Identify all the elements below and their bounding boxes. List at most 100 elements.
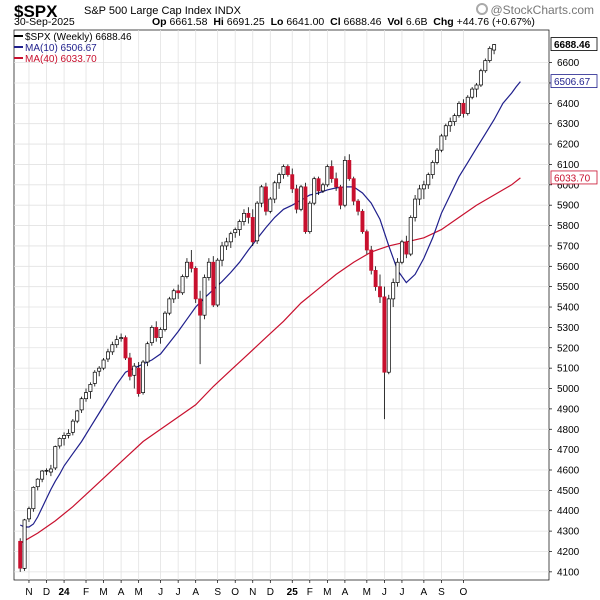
candle-body <box>211 261 216 306</box>
candle-body <box>303 186 308 233</box>
x-tick-label: J <box>176 587 181 598</box>
y-tick-label: 5500 <box>557 282 580 293</box>
y-tick-label: 4200 <box>557 547 580 558</box>
candle-body <box>40 470 45 480</box>
x-tick-label: J <box>382 587 387 598</box>
x-tick-label: M <box>134 587 142 598</box>
candle-body <box>114 339 119 346</box>
ohlc-readout: Op 6661.58 Hi 6691.25 Lo 6641.00 Cl 6688… <box>152 16 535 28</box>
candle-body <box>329 166 334 180</box>
y-tick-label: 5200 <box>557 343 580 354</box>
price-tag-label: 6688.46 <box>554 40 591 51</box>
candle-body <box>127 357 132 377</box>
candle-body <box>79 398 84 411</box>
candle-body <box>285 166 290 175</box>
volume-label: Vol <box>387 16 403 28</box>
candle-body <box>483 60 488 72</box>
ma40-series <box>19 177 521 544</box>
open-label: Op <box>152 16 167 28</box>
candle-body <box>255 202 260 242</box>
candle-body <box>351 178 356 202</box>
candle-body <box>132 365 137 376</box>
candle-body <box>215 259 220 306</box>
candle-body <box>338 186 343 206</box>
candle-body <box>167 298 172 314</box>
price-tag-box <box>550 74 598 89</box>
y-tick-label: 4500 <box>557 486 580 497</box>
candle-body <box>145 343 150 363</box>
candle-body <box>228 233 233 243</box>
candle-body <box>369 249 374 271</box>
candle-body <box>492 44 497 51</box>
x-tick-label: S <box>214 587 221 598</box>
price-tag-label: 6033.70 <box>554 173 591 184</box>
candle-body <box>110 344 115 353</box>
candle-body <box>399 241 404 263</box>
y-tick-label: 4400 <box>557 506 580 517</box>
x-tick-label: A <box>118 587 125 598</box>
candle-body <box>448 121 453 127</box>
candle-body <box>220 245 224 261</box>
candle-body <box>413 198 418 218</box>
stockcharts-logo[interactable]: @StockCharts.com <box>476 3 594 17</box>
candle-body <box>149 327 154 344</box>
candle-body <box>53 446 58 469</box>
x-tick-label: A <box>192 587 199 598</box>
candle-body <box>27 508 31 520</box>
candle-body <box>202 277 207 316</box>
candle-body <box>378 286 382 298</box>
y-tick-label: 4800 <box>557 425 580 436</box>
change-value: +44.76 (+0.67%) <box>456 16 535 28</box>
legend-price: $SPX (Weekly) 6688.46 <box>14 32 132 43</box>
candle-body <box>18 540 23 569</box>
y-tick-label: 5800 <box>557 221 580 232</box>
x-tick-label: F <box>83 587 89 598</box>
candle-body <box>44 470 49 472</box>
candle-body <box>294 188 299 210</box>
candle-body <box>408 217 413 255</box>
candle-body <box>421 184 426 190</box>
price-tag-box <box>550 170 598 185</box>
y-tick-label: 4700 <box>557 445 580 456</box>
candle-body <box>97 367 102 372</box>
x-tick-label: A <box>342 587 349 598</box>
candle-body <box>224 241 229 247</box>
x-tick-label: J <box>158 587 163 598</box>
candle-body <box>66 432 71 436</box>
candle-body <box>163 312 167 330</box>
candle-body <box>277 174 282 184</box>
candle-body <box>176 290 181 294</box>
candle-body <box>31 486 36 510</box>
candle-body <box>250 217 255 243</box>
y-tick-label: 6100 <box>557 160 580 171</box>
open-value: 6661.58 <box>169 16 208 28</box>
candle-body <box>75 410 80 422</box>
x-tick-label: M <box>323 587 331 598</box>
candle-body <box>461 102 466 114</box>
y-tick-label: 6400 <box>557 99 580 110</box>
x-tick-label: J <box>399 587 404 598</box>
candle-body <box>430 162 435 175</box>
change-label: Chg <box>433 16 454 28</box>
x-tick-label: N <box>25 587 32 598</box>
legend-ma40-text: MA(40) 6033.70 <box>25 54 97 65</box>
candle-body <box>356 200 361 212</box>
close-value: 6688.46 <box>343 16 382 28</box>
legend-ma10-swatch <box>14 46 23 48</box>
candle-body <box>474 84 479 90</box>
low-value: 6641.00 <box>286 16 325 28</box>
x-tick-label: D <box>267 587 274 598</box>
candle-body <box>88 384 93 392</box>
legend-ma40-swatch <box>14 57 23 59</box>
candle-body <box>281 166 286 175</box>
candle-body <box>404 241 409 255</box>
candle-body <box>457 102 461 116</box>
candle-body <box>268 198 273 212</box>
candle-body <box>321 184 325 192</box>
y-tick-label: 6200 <box>557 140 580 151</box>
candle-body <box>312 178 317 204</box>
candle-body <box>290 174 295 190</box>
candle-body <box>426 174 431 186</box>
candle-body <box>382 296 387 373</box>
